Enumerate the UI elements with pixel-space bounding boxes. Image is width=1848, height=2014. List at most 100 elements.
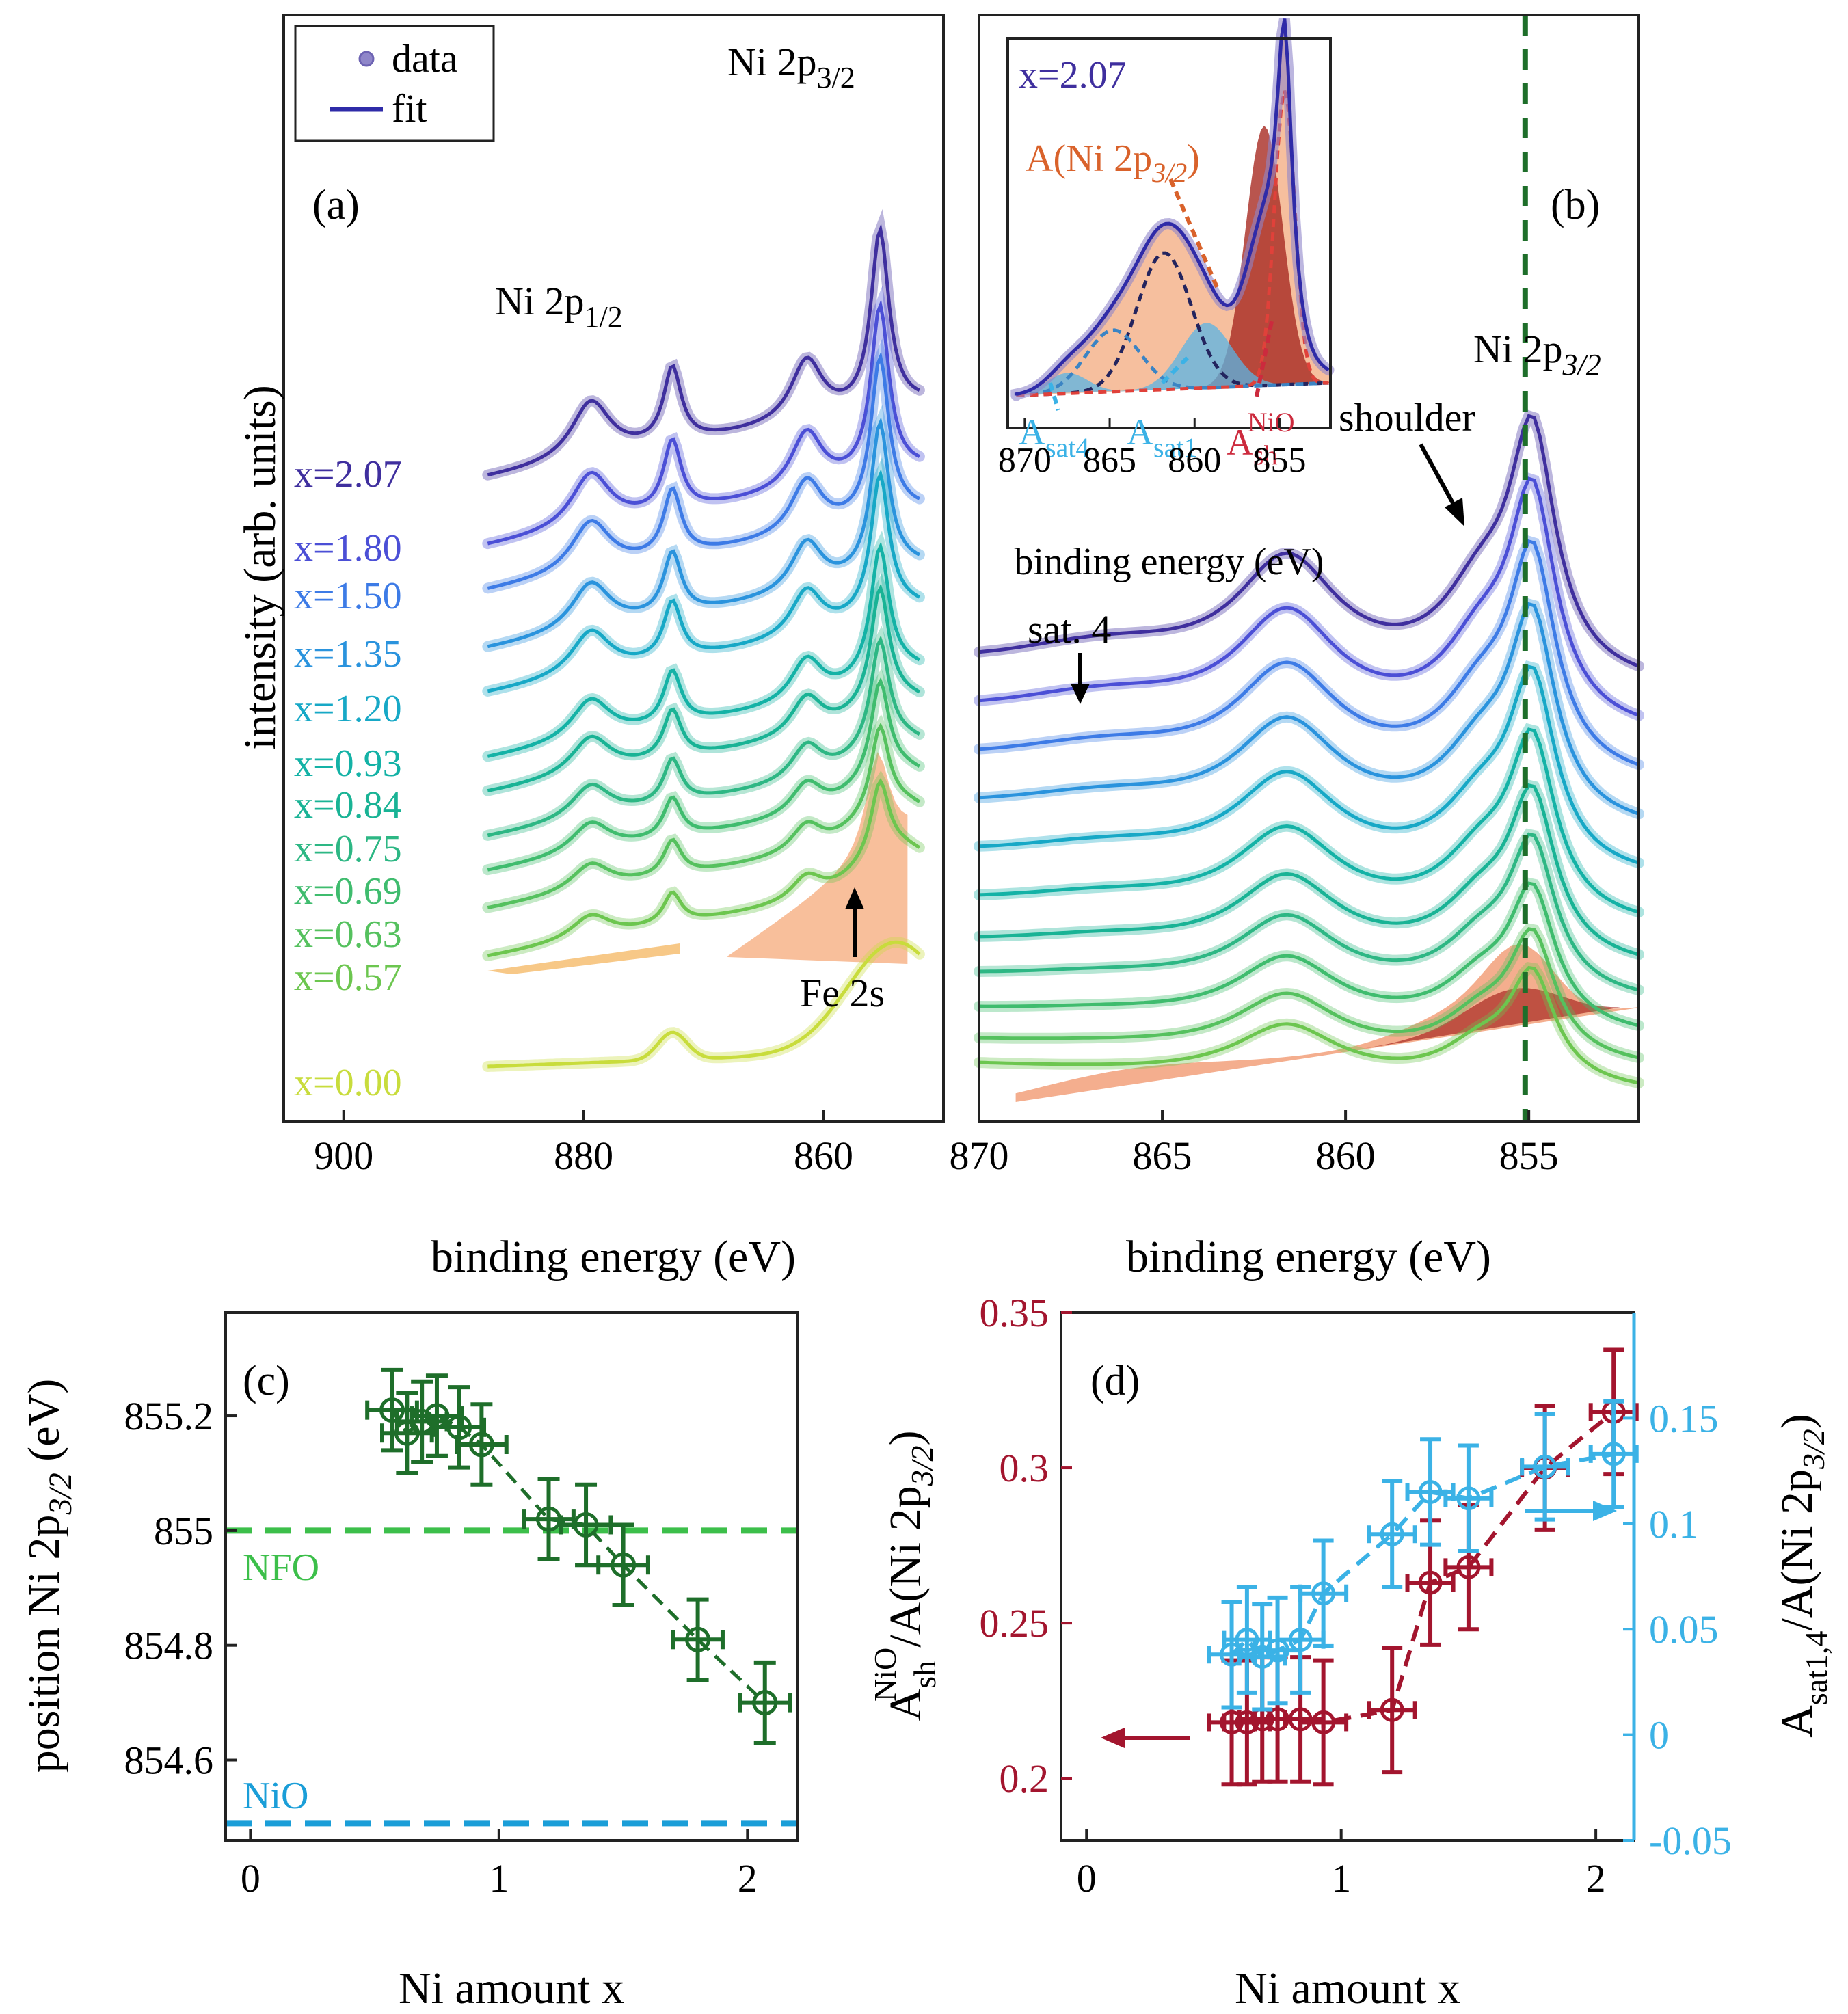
spectrum-x=0.00: [482, 937, 925, 1072]
series-asat14: [1207, 1399, 1639, 1712]
b-spectrum-x=0.75: [974, 828, 1644, 996]
marker: [1456, 1486, 1481, 1511]
panel-b-label: (b): [1551, 182, 1600, 228]
inset-sat4-pointer: [1048, 382, 1060, 411]
inset-series-label: x=2.07: [1019, 54, 1127, 96]
panel-c-x-axis-label: Ni amount x: [399, 1963, 624, 2013]
series-label-x=0.00: x=0.00: [294, 1062, 402, 1104]
inset-x-ticks: 870 865 860 855: [998, 418, 1306, 480]
spectrum-x=0.84: [482, 573, 925, 796]
series-ash-nio: [1207, 1347, 1639, 1787]
inset-sat1-pointer: [1160, 353, 1192, 385]
panel-b-plot-area: [974, 409, 1644, 1102]
b-spectrum-x=1.20: [974, 660, 1644, 869]
data-point: [738, 1660, 792, 1745]
background-shading: [727, 752, 908, 964]
nio-label: NiO: [243, 1775, 308, 1817]
panel-a: (a) data fit Ni 2p3/2 Ni 2p1/2 Fe 2s x=2…: [235, 14, 945, 1282]
marker: [611, 1552, 637, 1578]
b-spectrum-fit-x=1.80: [978, 476, 1639, 717]
panel-b-frame: [978, 14, 1640, 1123]
data-point: [522, 1477, 576, 1561]
spectrum-fit-x=0.63: [487, 722, 921, 909]
data-point: [1520, 1412, 1570, 1522]
marker: [1601, 1442, 1626, 1466]
spectrum-fit-x=0.84: [487, 583, 921, 793]
inset-sat-dashed: [1016, 251, 1329, 397]
marker: [1288, 1628, 1313, 1652]
marker: [752, 1690, 778, 1716]
marker: [1250, 1644, 1274, 1669]
c-y-tick-label-855.2: 855.2: [124, 1394, 214, 1438]
marker: [1220, 1642, 1244, 1667]
inset: x=2.07 A(Ni 2p3/2) Asat4 Asat1 AshNiO 87…: [998, 18, 1335, 583]
panel-d-ticks: 0 1 2 0.2 0.25 0.3 0.35 -0.05 0 0.05 0.1 0.15: [980, 1291, 1732, 1901]
data-point: [365, 1367, 419, 1453]
inset-area-pointer: [1168, 178, 1219, 288]
series-label-x=0.93: x=0.93: [294, 742, 402, 785]
data-point: [671, 1597, 725, 1682]
spectrum-fit-x=0.69: [487, 677, 921, 872]
inset-frame: [1006, 37, 1332, 429]
spectrum-x=0.75: [482, 626, 925, 841]
fe-2s-arrowhead: [845, 887, 864, 909]
spectrum-fit-x=1.20: [487, 469, 921, 693]
inset-sat1-area: [1016, 323, 1329, 396]
d-left-tick-label-0.35: 0.35: [980, 1291, 1049, 1335]
c-x-tick-label-0: 0: [241, 1856, 260, 1901]
marker: [446, 1414, 472, 1440]
series-label-x=1.50: x=1.50: [294, 575, 402, 617]
marker: [1380, 1522, 1404, 1546]
legend-data-marker: [358, 51, 375, 67]
series-label-x=0.63: x=0.63: [294, 913, 402, 956]
data-point: [1298, 1538, 1349, 1648]
peak-label-b: Ni 2p3/2: [1473, 327, 1601, 381]
sat4-arrowhead: [1071, 684, 1090, 704]
inset-asat1-label: Asat1: [1127, 412, 1197, 463]
b-x-tick-label-855: 855: [1499, 1133, 1559, 1178]
data-point: [559, 1482, 613, 1568]
component-area-fill: [1015, 943, 1639, 1102]
b-spectrum-fit-x=0.93: [978, 727, 1639, 914]
peak-label-ni-2p12: Ni 2p1/2: [495, 279, 623, 334]
marker: [1380, 1697, 1404, 1722]
inset-sat2-dashed: [1016, 328, 1329, 397]
spectrum-x=2.07: [482, 209, 925, 481]
series-labels: x=2.07x=1.80x=1.50x=1.35x=1.20x=0.93x=0.…: [294, 453, 402, 1104]
d-right-tick-label-0.15: 0.15: [1649, 1396, 1719, 1440]
inset-x-tick-label-865: 865: [1083, 441, 1136, 480]
b-spectrum-fit-x=0.57: [978, 965, 1639, 1085]
b-spectrum-x=1.50: [974, 535, 1644, 770]
spectrum-x=0.69: [482, 668, 925, 876]
b-spectrum-x=0.63: [974, 923, 1644, 1064]
b-spectrum-fit-x=1.20: [978, 664, 1639, 865]
inset-asat4-label: Asat4: [1019, 412, 1089, 463]
data-point: [455, 1402, 509, 1487]
panel-a-plot-area: [482, 209, 925, 1072]
d-left-tick-label-0.3: 0.3: [1000, 1446, 1049, 1490]
d-right-tick-label-0.1: 0.1: [1649, 1502, 1699, 1546]
spectrum-fit-x=0.93: [487, 541, 921, 758]
data-point: [1588, 1399, 1639, 1509]
d-left-tick-label-0.25: 0.25: [980, 1601, 1049, 1646]
d-left-tick-label-0.2: 0.2: [1000, 1756, 1049, 1801]
data-point: [1367, 1479, 1417, 1589]
inset-fit: [1014, 18, 1330, 396]
panel-c: (c) NFO NiO 0 1 2 854.6 854.8 855 855.2 Ni amo…: [19, 1311, 799, 2013]
spectrum-fit-x=1.80: [487, 299, 921, 546]
b-spectrum-x=0.84: [974, 779, 1644, 961]
data-point: [410, 1373, 464, 1458]
series-label-x=0.75: x=0.75: [294, 828, 402, 870]
d-right-tick-label-0.05: 0.05: [1649, 1607, 1719, 1652]
panel-a-x-axis-label: binding energy (eV): [431, 1232, 796, 1282]
b-x-tick-label-865: 865: [1133, 1133, 1192, 1178]
legend-data-label: data: [392, 36, 458, 81]
d-right-tick-label-0: 0: [1649, 1713, 1669, 1758]
nfo-label: NFO: [243, 1546, 319, 1589]
spectrum-x=1.50: [482, 338, 925, 594]
inset-x-tick-label-870: 870: [998, 441, 1052, 480]
b-spectrum-fit-x=0.63: [978, 927, 1639, 1060]
data-point: [1443, 1443, 1494, 1553]
series-label-x=1.80: x=1.80: [294, 527, 402, 569]
trend-line: [1231, 1410, 1616, 1725]
